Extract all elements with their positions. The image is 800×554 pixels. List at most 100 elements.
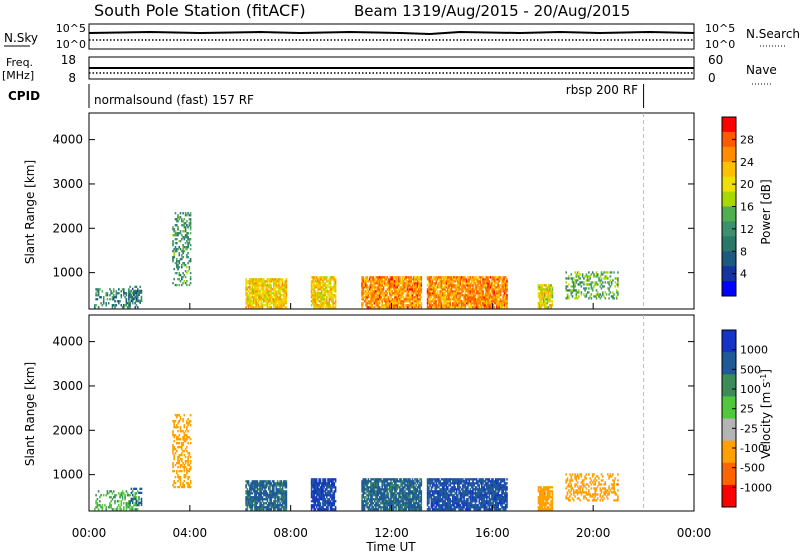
echo-cell	[391, 294, 394, 297]
echo-cell	[189, 258, 192, 261]
echo-cell	[397, 484, 400, 487]
echo-cell	[284, 502, 286, 505]
echo-cell	[430, 504, 433, 507]
echo-cell	[504, 286, 507, 289]
echo-cell	[380, 478, 382, 481]
echo-cell	[266, 304, 269, 307]
echo-cell	[542, 290, 545, 293]
echo-cell	[178, 454, 181, 457]
echo-cell	[262, 502, 265, 505]
echo-cell	[283, 300, 285, 303]
echo-cell	[377, 506, 380, 509]
echo-cell	[126, 504, 129, 507]
echo-cell	[259, 508, 261, 511]
echo-cell	[436, 304, 439, 307]
echo-cell	[265, 486, 268, 489]
echo-cell	[371, 478, 373, 481]
echo-cell	[183, 484, 186, 487]
echo-cell	[334, 302, 337, 305]
echo-cell	[281, 504, 284, 507]
echo-cell	[426, 276, 429, 279]
echo-cell	[503, 288, 506, 291]
echo-cell	[491, 284, 493, 287]
echo-cell	[371, 504, 373, 507]
echo-cell	[187, 476, 189, 479]
echo-cell	[178, 446, 181, 449]
echo-cell	[284, 290, 286, 293]
echo-cell	[317, 492, 319, 495]
echo-cell	[380, 502, 382, 505]
echo-cell	[177, 426, 179, 429]
echo-cell	[279, 490, 281, 493]
echo-cell	[326, 300, 328, 303]
echo-cell	[392, 288, 395, 291]
echo-cell	[125, 292, 128, 295]
echo-cell	[457, 488, 459, 491]
echo-cell	[383, 480, 386, 483]
echo-cell	[418, 298, 420, 301]
echo-cell	[96, 298, 99, 301]
echo-cell	[333, 504, 336, 507]
echo-cell	[269, 294, 271, 297]
echo-cell	[489, 306, 492, 309]
echo-cell	[284, 300, 286, 303]
echo-cell	[367, 302, 370, 305]
echo-cell	[484, 304, 487, 307]
echo-cell	[445, 494, 448, 497]
echo-cell	[416, 290, 419, 293]
echo-cell	[173, 278, 175, 281]
echo-cell	[434, 284, 436, 287]
echo-cell	[250, 488, 252, 491]
echo-cell	[576, 279, 579, 282]
echo-cell	[177, 414, 179, 417]
echo-cell	[401, 488, 404, 491]
echo-cell	[453, 506, 455, 509]
echo-cell	[276, 496, 279, 499]
echo-cell	[595, 297, 598, 300]
echo-cell	[326, 296, 328, 299]
echo-cell	[455, 492, 458, 495]
echo-cell	[174, 224, 177, 227]
echo-cell	[372, 502, 375, 505]
echo-cell	[457, 292, 459, 295]
echo-cell	[315, 494, 318, 497]
echo-cell	[183, 246, 186, 249]
echo-cell	[387, 286, 390, 289]
echo-cell	[449, 480, 452, 483]
echo-cell	[462, 294, 464, 297]
echo-cell	[173, 480, 175, 483]
echo-cell	[368, 292, 371, 295]
echo-cell	[586, 291, 589, 294]
echo-cell	[255, 300, 257, 303]
echo-cell	[498, 276, 501, 279]
echo-cell	[247, 482, 250, 485]
echo-cell	[101, 290, 104, 293]
echo-cell	[426, 490, 429, 493]
echo-cell	[400, 300, 402, 303]
echo-cell	[326, 276, 328, 279]
echo-cell	[331, 298, 333, 301]
echo-cell	[486, 306, 488, 309]
echo-cell	[255, 282, 257, 285]
echo-cell	[279, 508, 281, 511]
echo-cell	[186, 232, 188, 235]
echo-cell	[407, 486, 410, 489]
echo-cell	[129, 494, 131, 497]
echo-cell	[255, 490, 257, 493]
echo-cell	[245, 492, 247, 495]
echo-cell	[404, 284, 406, 287]
echo-cell	[380, 282, 382, 285]
echo-cell	[441, 290, 444, 293]
echo-cell	[283, 502, 285, 505]
echo-cell	[366, 498, 368, 501]
echo-cell	[138, 291, 140, 294]
echo-cell	[381, 482, 383, 485]
echo-cell	[124, 496, 126, 499]
echo-cell	[177, 466, 179, 469]
echo-cell	[467, 280, 469, 283]
echo-cell	[428, 478, 430, 481]
echo-cell	[264, 280, 266, 283]
echo-cell	[370, 486, 372, 489]
echo-cell	[431, 486, 434, 489]
echo-cell	[486, 280, 488, 283]
